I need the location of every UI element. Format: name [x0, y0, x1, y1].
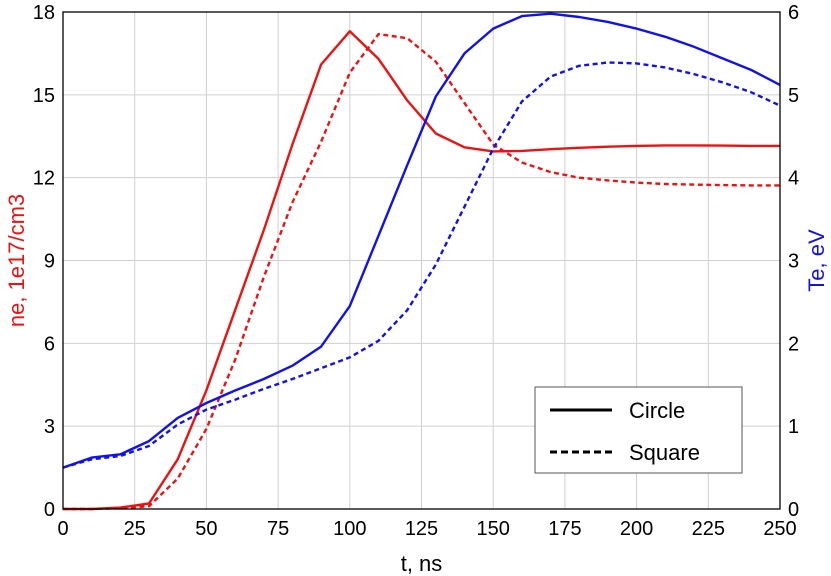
right-y-tick-label: 1 — [788, 416, 799, 438]
x-tick-labels: 0 25 50 75 100 125 150 175 200 225 250 — [57, 518, 796, 540]
left-y-tick-label: 15 — [33, 85, 55, 107]
right-y-tick-labels: 0 1 2 3 4 5 6 — [788, 2, 799, 521]
right-y-tick-label: 6 — [788, 2, 799, 24]
left-y-tick-label: 9 — [44, 251, 55, 273]
x-tick-label: 125 — [405, 518, 438, 540]
x-tick-label: 75 — [267, 518, 289, 540]
x-tick-label: 150 — [477, 518, 510, 540]
plot-frame — [62, 11, 781, 510]
legend-box — [534, 386, 743, 474]
x-tick-label: 175 — [548, 518, 581, 540]
left-y-axis-label: ne, 1e17/cm3 — [4, 194, 29, 327]
te-square-line — [62, 61, 781, 469]
te-circle-line — [62, 12, 781, 469]
right-y-tick-label: 0 — [788, 499, 799, 521]
ne-circle-line — [63, 30, 780, 511]
ne-square-line — [63, 32, 780, 511]
right-y-tick-label: 2 — [788, 333, 799, 355]
legend-label-square: Square — [629, 440, 700, 465]
x-axis-label: t, ns — [401, 551, 443, 576]
x-tick-label: 250 — [763, 518, 796, 540]
x-tick-label: 25 — [124, 518, 146, 540]
x-tick-label: 225 — [692, 518, 725, 540]
right-y-tick-label: 5 — [788, 85, 799, 107]
x-tick-label: 200 — [620, 518, 653, 540]
x-tick-label: 100 — [333, 518, 366, 540]
right-y-axis-label: Te, eV — [804, 229, 829, 292]
left-y-tick-label: 6 — [44, 333, 55, 355]
left-y-tick-label: 0 — [44, 499, 55, 521]
left-y-tick-label: 18 — [33, 2, 55, 24]
legend: Circle Square — [534, 386, 743, 474]
x-tick-label: 0 — [57, 518, 68, 540]
right-y-tick-label: 4 — [788, 168, 799, 190]
x-tick-label: 50 — [195, 518, 217, 540]
left-y-tick-labels: 0 3 6 9 12 15 18 — [33, 2, 55, 521]
plot-lines — [62, 12, 781, 511]
left-y-tick-label: 12 — [33, 168, 55, 190]
legend-label-circle: Circle — [629, 398, 685, 423]
left-y-tick-label: 3 — [44, 416, 55, 438]
right-y-tick-label: 3 — [788, 251, 799, 273]
